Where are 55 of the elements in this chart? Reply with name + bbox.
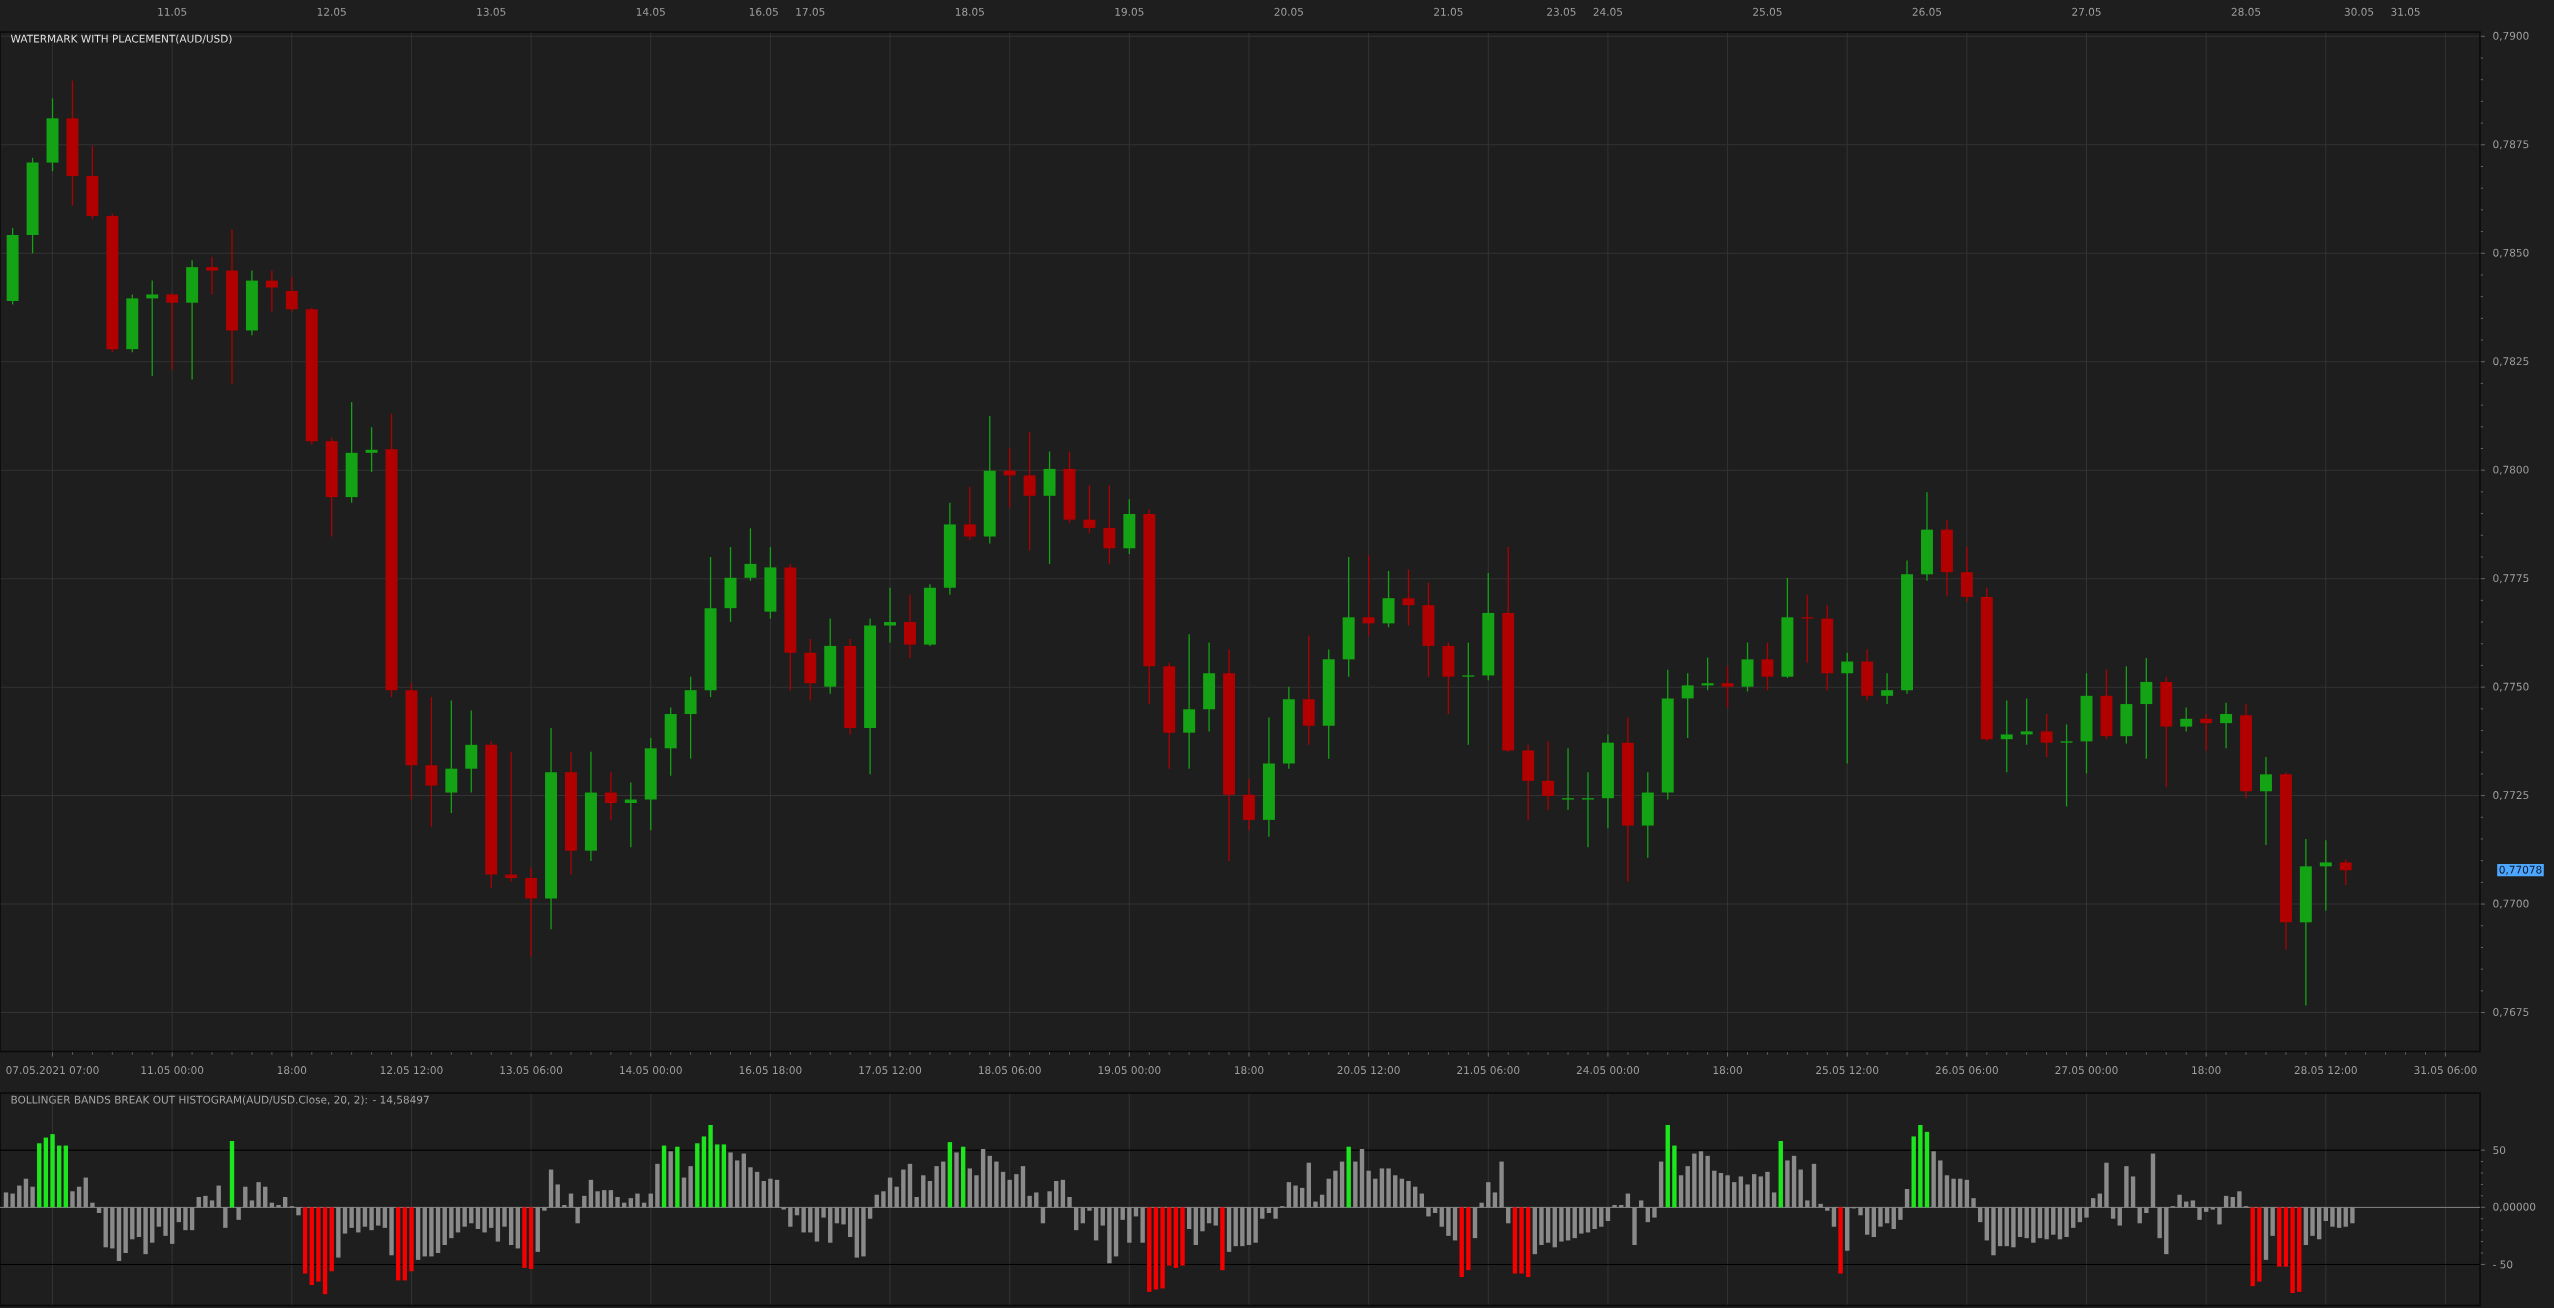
x-tick-label: 25.05 12:00 xyxy=(1816,1066,1879,1075)
chart-title: BOLLINGER BANDS BREAK OUT HISTOGRAM(AUD/USD.Close, 20, 2): - 14,58497 xyxy=(11,1095,429,1105)
text: 14.05 xyxy=(636,7,665,16)
y-tick-label: 0,7800 xyxy=(2493,465,2529,475)
x-tick-label: 20.05 12:00 xyxy=(1337,1066,1400,1075)
text: 18.05 xyxy=(955,7,984,16)
x-tick-label: 31.05 06:00 xyxy=(2414,1066,2477,1075)
y-tick-label: 0,00000 xyxy=(2493,1202,2536,1212)
text: 28.05 xyxy=(2231,7,2261,16)
text: 12.05 xyxy=(317,7,346,16)
x-tick-label: 12.05 12:00 xyxy=(380,1066,443,1075)
text: 24.05 xyxy=(1593,7,1623,16)
text: 17.05 xyxy=(796,7,825,16)
x-tick-label: 24.05 00:00 xyxy=(1576,1066,1640,1075)
x-tick-label: 27.05 00:00 xyxy=(2055,1066,2118,1075)
x-tick-label: 13.05 06:00 xyxy=(500,1066,563,1075)
x-tick-label: 19.05 00:00 xyxy=(1098,1066,1161,1075)
x-tick-label: 26.05 06:00 xyxy=(1935,1066,1998,1075)
text: 21.05 xyxy=(1434,7,1463,16)
x-tick-label: 07.05.2021 07:00 xyxy=(6,1066,99,1075)
x-tick-label: 18:00 xyxy=(1713,1066,1742,1075)
x-tick-label: 21.05 06:00 xyxy=(1457,1066,1520,1075)
y-tick-label: 0,7725 xyxy=(2493,791,2529,801)
text: 20.05 xyxy=(1274,7,1303,16)
y-tick-label: 0,7850 xyxy=(2493,248,2529,258)
text: 0,77078 xyxy=(2499,865,2542,875)
y-tick-label: 0,7875 xyxy=(2493,140,2529,150)
text: 16.05 xyxy=(749,7,778,16)
y-tick-label: 0,7750 xyxy=(2493,682,2529,692)
y-tick-label: 50 xyxy=(2493,1146,2506,1155)
x-tick-label: 11.05 00:00 xyxy=(141,1066,204,1075)
y-tick-label: 0,7700 xyxy=(2493,899,2529,909)
x-tick-label: 18:00 xyxy=(1234,1066,1264,1075)
x-tick-label: 16.05 18:00 xyxy=(739,1066,802,1075)
text: 23.05 xyxy=(1547,7,1576,16)
y-tick-label: 0,7675 xyxy=(2493,1008,2529,1018)
text: 31.05 xyxy=(2391,7,2420,16)
chart-title: WATERMARK WITH PLACEMENT(AUD/USD) xyxy=(10,34,232,44)
x-tick-label: 18:00 xyxy=(277,1066,307,1075)
text: 27.05 xyxy=(2072,7,2101,16)
x-tick-label: 18.05 06:00 xyxy=(979,1066,1041,1075)
text: 11.05 xyxy=(158,7,187,16)
x-tick-label: 28.05 12:00 xyxy=(2294,1066,2357,1075)
text: 30.05 xyxy=(2344,7,2374,16)
x-tick-label: 18:00 xyxy=(2192,1066,2221,1075)
y-tick-label: 0,7775 xyxy=(2493,574,2529,584)
text: 25.05 xyxy=(1753,7,1782,16)
y-tick-label: 0,7900 xyxy=(2493,31,2529,41)
text: 19.05 xyxy=(1115,7,1144,16)
text: 13.05 xyxy=(477,7,506,16)
x-tick-label: 17.05 12:00 xyxy=(859,1066,922,1075)
text: 26.05 xyxy=(1912,7,1942,16)
x-tick-label: 14.05 00:00 xyxy=(620,1066,682,1075)
y-tick-label: - 50 xyxy=(2493,1260,2513,1269)
y-tick-label: 0,7825 xyxy=(2493,357,2529,367)
